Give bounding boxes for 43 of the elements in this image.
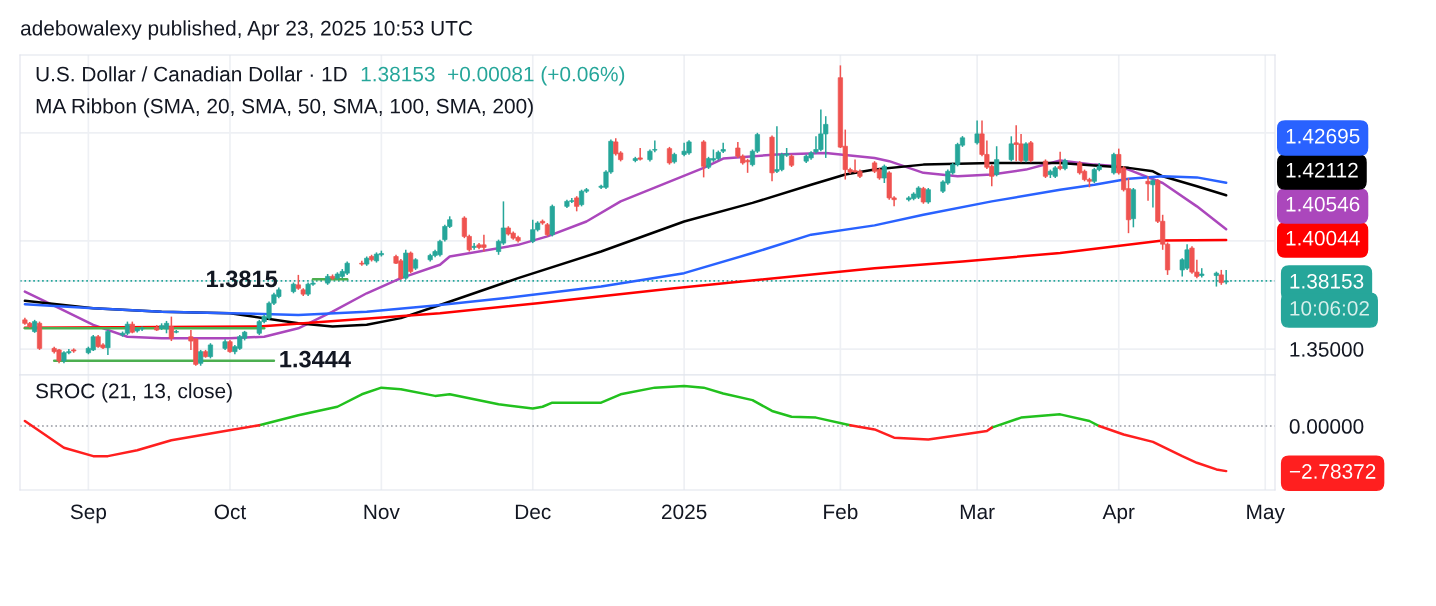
text: 1.40044 xyxy=(1286,230,1360,246)
candlestick xyxy=(530,218,536,244)
text: 1.42695 xyxy=(1286,128,1360,144)
candlestick xyxy=(637,147,643,162)
candlestick xyxy=(1057,151,1063,172)
x-tick-label: Mar xyxy=(960,504,995,520)
x-tick-label: Oct xyxy=(214,504,247,520)
y-tick-label: 1.38153 xyxy=(1290,273,1364,289)
text: 1.42112 xyxy=(1286,162,1358,178)
x-tick-label: 2025 xyxy=(662,504,707,520)
annotation: 1.3815 xyxy=(207,270,278,288)
x-tick-label: May xyxy=(1247,504,1285,524)
candlestick xyxy=(471,242,477,251)
candlestick xyxy=(1145,175,1151,202)
candlestick xyxy=(994,145,1000,178)
candlestick xyxy=(105,329,111,356)
x-tick-label: Nov xyxy=(364,504,400,520)
x-tick-label: Dec xyxy=(515,504,551,520)
candlestick xyxy=(1013,124,1019,162)
annotation: 1.3444 xyxy=(280,350,351,368)
candlestick xyxy=(1111,151,1117,176)
candlestick xyxy=(974,119,980,146)
x-tick-label: Feb xyxy=(824,503,858,520)
line-series xyxy=(23,238,1228,329)
text: 1.40546 xyxy=(1286,196,1360,212)
annotation: 1.38153 +0.00081 (+0.06%) xyxy=(361,66,625,86)
text: adebowalexy published, Apr 23, 2025 10:53 UTC xyxy=(20,20,473,40)
candlestick xyxy=(168,315,174,342)
text: MA Ribbon (SMA, 20, SMA, 50, SMA, 100, SMA, 200) xyxy=(36,98,533,118)
candlestick xyxy=(881,163,887,184)
candlestick xyxy=(1042,158,1049,179)
chart-title: U.S. Dollar / Canadian Dollar · 1D xyxy=(36,66,347,82)
candlestick xyxy=(1023,141,1029,164)
chart-title: SROC (21, 13, close) xyxy=(36,383,232,403)
text: 10:06:02 xyxy=(1290,300,1369,316)
x-tick-label: Sep xyxy=(70,504,107,524)
candlestick xyxy=(1150,178,1156,209)
x-tick-label: Apr xyxy=(1102,504,1135,524)
candlestick xyxy=(1008,135,1014,163)
y-tick-label: 0.00000 xyxy=(1289,419,1364,434)
y-tick-label: 1.35000 xyxy=(1290,342,1364,357)
candlestick xyxy=(1028,140,1034,164)
y-tick-label: −2.78372 xyxy=(1289,464,1376,479)
